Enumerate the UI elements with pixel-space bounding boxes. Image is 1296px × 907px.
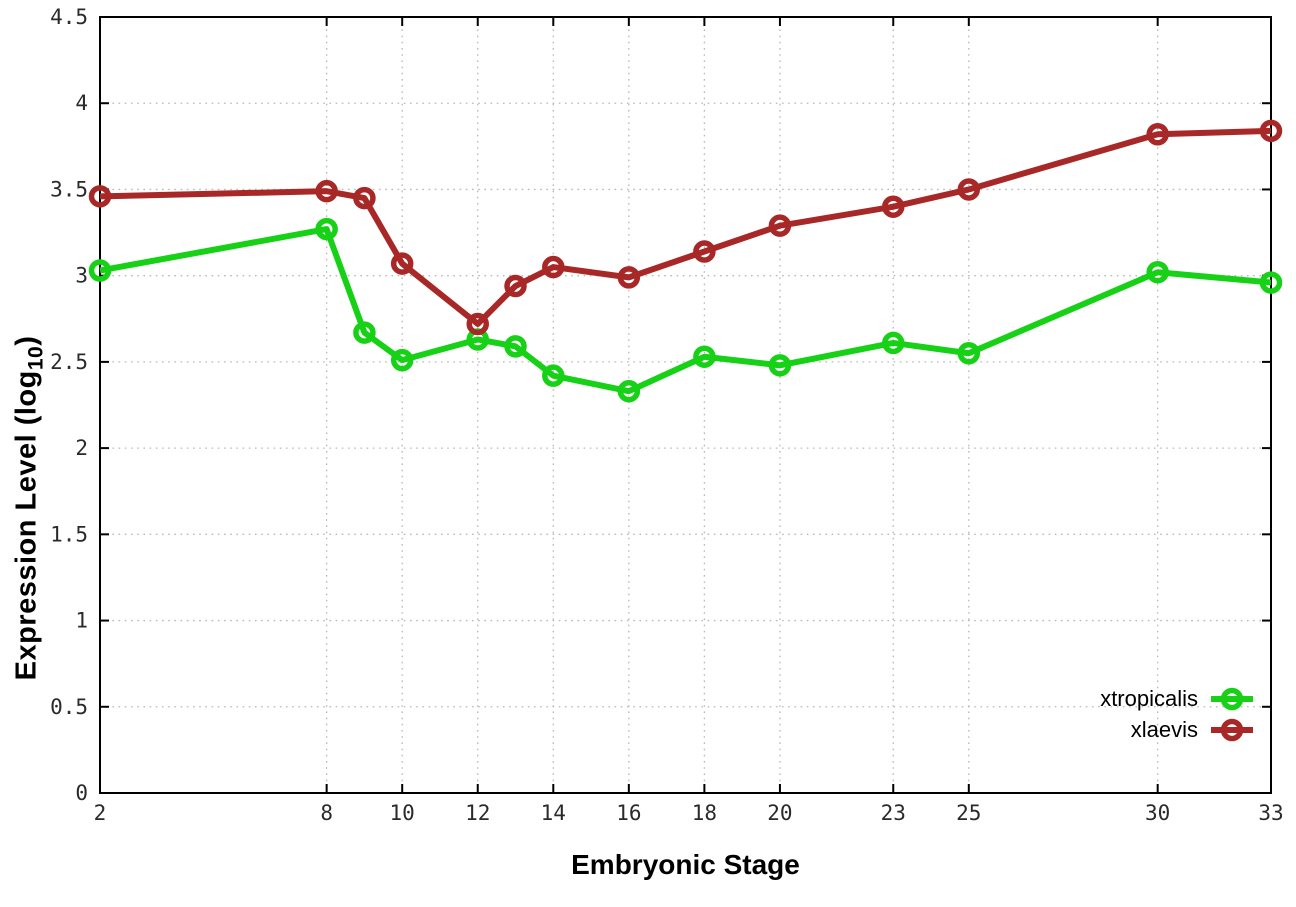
data-point-marker-xtropicalis (353, 321, 376, 344)
data-point-marker-xlaevis (1146, 123, 1169, 146)
data-point-marker-xtropicalis (617, 379, 641, 403)
data-point-marker-xlaevis (353, 186, 376, 210)
data-point-marker-xtropicalis (1259, 271, 1283, 294)
legend-sample-marker (1220, 718, 1244, 742)
grid-lines (100, 17, 1271, 793)
y-tick-label: 4 (75, 91, 88, 115)
data-point-marker-xtropicalis (882, 331, 905, 355)
x-tick-label: 16 (616, 801, 641, 825)
y-tick-label: 3 (75, 264, 88, 288)
x-tick-label: 18 (692, 801, 717, 825)
legend-sample-marker (1220, 687, 1244, 711)
x-tick-label: 8 (320, 801, 333, 825)
data-point-marker-xtropicalis (768, 354, 792, 377)
legend: xtropicalis xlaevis (1100, 684, 1255, 745)
legend-item-xlaevis: xlaevis (1131, 715, 1255, 745)
y-axis-title-subscript: 10 (24, 345, 48, 371)
data-point-marker-xlaevis (390, 252, 414, 275)
x-tick-label: 25 (956, 801, 981, 825)
data-point-marker-xlaevis (466, 312, 489, 336)
y-tick-label: 2 (75, 436, 88, 460)
y-tick-label: 0.5 (50, 695, 88, 719)
y-axis-title: Expression Level (log10) (10, 335, 48, 681)
x-tick-label: 14 (541, 801, 566, 825)
data-point-marker-xlaevis (542, 255, 565, 279)
legend-marker-sample (1211, 687, 1253, 711)
data-point-marker-xtropicalis (693, 345, 716, 368)
data-point-marker-xlaevis (88, 185, 112, 208)
x-tick-label: 33 (1258, 801, 1283, 825)
legend-label: xtropicalis (1100, 686, 1198, 711)
x-tick-label: 12 (465, 801, 490, 825)
y-axis-title-close: ) (10, 335, 43, 346)
data-point-marker-xlaevis (617, 266, 641, 289)
y-tick-label: 0 (75, 781, 88, 805)
data-point-marker-xtropicalis (1146, 260, 1169, 284)
data-point-marker-xtropicalis (504, 335, 527, 358)
data-point-marker-xtropicalis (315, 217, 338, 241)
legend-marker-sample (1211, 718, 1253, 742)
data-point-marker-xtropicalis (957, 342, 981, 365)
data-point-marker-xlaevis (315, 179, 338, 203)
legend-label: xlaevis (1130, 717, 1198, 742)
data-point-marker-xlaevis (957, 178, 981, 201)
data-point-marker-xlaevis (693, 240, 716, 263)
x-tick-label: 23 (881, 801, 906, 825)
y-tick-label: 1.5 (50, 522, 88, 546)
y-tick-label: 4.5 (50, 5, 88, 29)
data-point-marker-xlaevis (504, 274, 527, 298)
y-axis-title-text: Expression Level (log (10, 370, 43, 681)
data-point-marker-xlaevis (882, 195, 905, 218)
series-line-xtropicalis (99, 226, 1272, 395)
x-axis-title: Embryonic Stage (571, 849, 800, 880)
x-tick-label: 10 (390, 801, 415, 825)
y-tick-label: 3.5 (50, 177, 88, 201)
y-tick-label: 1 (75, 609, 88, 633)
data-point-marker-xtropicalis (88, 259, 112, 282)
x-tick-label: 2 (94, 801, 107, 825)
x-tick-label: 30 (1145, 801, 1170, 825)
data-point-marker-xtropicalis (542, 364, 565, 387)
data-point-marker-xtropicalis (390, 348, 414, 372)
data-point-marker-xlaevis (1259, 119, 1283, 143)
plot-border (99, 16, 1272, 794)
series-line-xlaevis (99, 127, 1272, 327)
x-tick-label: 20 (767, 801, 792, 825)
legend-item-xtropicalis: xtropicalis (1100, 684, 1255, 714)
axes: 0 0.5 1 1.5 2 2.5 3 3.5 4 4.5 2 8 10 12 14 16 18 20 23 25 30… (50, 5, 1284, 825)
data-series (88, 119, 1283, 403)
y-tick-label: 2.5 (50, 350, 88, 374)
data-point-marker-xlaevis (768, 214, 792, 237)
